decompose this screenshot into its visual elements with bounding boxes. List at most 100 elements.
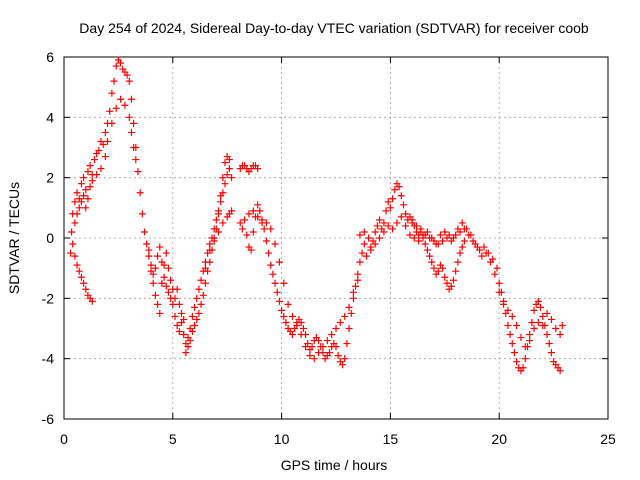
data-point bbox=[556, 367, 564, 375]
data-point bbox=[552, 325, 560, 332]
data-point bbox=[145, 246, 153, 254]
data-point bbox=[323, 337, 331, 345]
data-point bbox=[556, 331, 564, 339]
data-point bbox=[123, 71, 131, 79]
data-point bbox=[382, 207, 390, 215]
data-point bbox=[430, 264, 438, 272]
data-point bbox=[271, 279, 279, 287]
data-point bbox=[243, 231, 251, 239]
data-point bbox=[68, 228, 76, 236]
data-point bbox=[214, 228, 222, 236]
data-point bbox=[450, 276, 458, 284]
y-tick-labels: -6 -4 -2 0 2 4 6 bbox=[42, 49, 55, 427]
data-point bbox=[421, 240, 429, 248]
data-point bbox=[410, 234, 418, 242]
data-point bbox=[426, 234, 434, 242]
data-point bbox=[530, 325, 538, 332]
data-point bbox=[210, 234, 218, 242]
data-point bbox=[456, 228, 464, 236]
data-point bbox=[217, 198, 225, 206]
data-point bbox=[278, 306, 286, 314]
data-point bbox=[249, 228, 257, 236]
data-point bbox=[332, 343, 340, 351]
data-point bbox=[513, 358, 521, 366]
data-point bbox=[273, 288, 281, 296]
data-point bbox=[82, 204, 90, 212]
data-point bbox=[254, 165, 262, 173]
data-point bbox=[360, 240, 368, 248]
data-point bbox=[345, 325, 353, 332]
data-point bbox=[454, 258, 462, 266]
data-point bbox=[280, 279, 288, 287]
data-point bbox=[458, 219, 466, 227]
data-point bbox=[421, 231, 429, 239]
data-point bbox=[86, 183, 94, 191]
data-point bbox=[125, 113, 133, 121]
data-point bbox=[145, 252, 153, 260]
data-point bbox=[473, 243, 481, 251]
data-point bbox=[138, 210, 146, 218]
data-point bbox=[371, 240, 379, 248]
data-point bbox=[486, 258, 494, 266]
data-point bbox=[223, 171, 231, 179]
data-point bbox=[288, 331, 296, 339]
data-point bbox=[154, 252, 162, 260]
data-point bbox=[267, 225, 275, 233]
data-point bbox=[132, 156, 140, 164]
data-point bbox=[376, 216, 384, 224]
data-point bbox=[212, 216, 220, 224]
data-point bbox=[82, 186, 90, 194]
data-point bbox=[173, 321, 181, 329]
data-point bbox=[167, 276, 175, 284]
data-point bbox=[545, 340, 553, 348]
data-point bbox=[328, 331, 336, 339]
data-point bbox=[347, 309, 355, 317]
data-point bbox=[406, 231, 414, 239]
data-point bbox=[343, 340, 351, 348]
x-tick-label: 5 bbox=[169, 431, 177, 447]
data-point bbox=[500, 300, 508, 308]
data-point bbox=[164, 264, 172, 272]
data-point bbox=[136, 189, 144, 197]
data-point bbox=[80, 174, 88, 182]
data-point bbox=[206, 246, 214, 254]
data-point bbox=[528, 318, 536, 326]
data-point bbox=[434, 240, 442, 248]
data-point bbox=[423, 246, 431, 254]
data-point bbox=[443, 234, 451, 242]
chart-grid bbox=[64, 57, 608, 419]
data-point bbox=[93, 171, 101, 179]
data-point bbox=[110, 77, 118, 85]
data-point bbox=[491, 270, 499, 278]
data-point bbox=[513, 321, 521, 329]
data-point bbox=[526, 337, 534, 345]
y-tick-label: 2 bbox=[46, 170, 54, 186]
data-point bbox=[389, 195, 397, 203]
data-point bbox=[249, 207, 257, 215]
data-point bbox=[254, 213, 262, 221]
data-point bbox=[197, 276, 205, 284]
data-point bbox=[175, 300, 183, 308]
data-point bbox=[197, 300, 205, 308]
data-point bbox=[341, 355, 349, 363]
data-point bbox=[75, 267, 83, 275]
data-point bbox=[408, 216, 416, 224]
data-point bbox=[441, 228, 449, 236]
data-point bbox=[391, 186, 399, 194]
data-point bbox=[428, 258, 436, 266]
data-point bbox=[478, 252, 486, 260]
data-point bbox=[506, 331, 514, 339]
data-point bbox=[171, 312, 179, 320]
data-point bbox=[308, 343, 316, 351]
data-point bbox=[262, 237, 270, 245]
data-point bbox=[125, 77, 133, 85]
data-point bbox=[521, 355, 529, 363]
data-point bbox=[362, 252, 370, 260]
data-points bbox=[67, 56, 566, 375]
data-point bbox=[504, 306, 512, 314]
data-point bbox=[434, 267, 442, 275]
data-point bbox=[402, 210, 410, 218]
data-point bbox=[534, 297, 542, 305]
data-point bbox=[88, 177, 96, 185]
data-point bbox=[121, 101, 129, 109]
